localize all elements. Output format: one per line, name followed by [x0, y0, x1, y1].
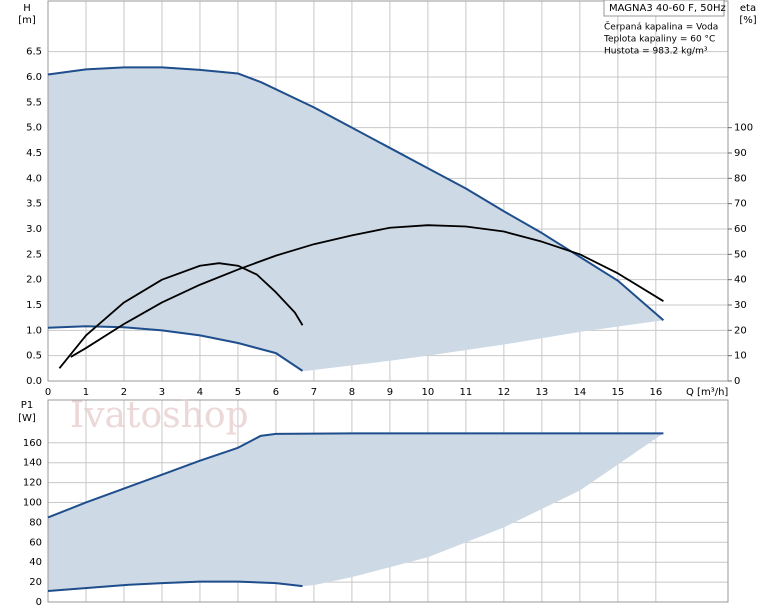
y2-unit: [%] — [739, 15, 756, 26]
curve — [47, 432, 664, 519]
y-tick-label: 100 — [23, 497, 42, 508]
y2-tick-label: 30 — [734, 300, 747, 311]
plot-frame — [47, 399, 729, 603]
x-tick-label: 0 — [45, 387, 51, 398]
y2-tick-label: 60 — [734, 224, 747, 235]
y2-tick-label: 50 — [734, 249, 747, 260]
y-tick-label: 4.5 — [26, 148, 42, 159]
x-tick-label: 11 — [460, 387, 473, 398]
y-tick-label: 140 — [23, 458, 42, 469]
y-unit: [W] — [18, 413, 36, 424]
y2-tick-label: 80 — [734, 173, 747, 184]
curve — [70, 224, 664, 358]
y2-tick-label: 0 — [734, 376, 740, 387]
y-tick-label: 6.0 — [26, 72, 42, 83]
y2-tick-label: 10 — [734, 351, 747, 362]
y-tick-label: 80 — [29, 517, 42, 528]
x-tick-label: 5 — [235, 387, 241, 398]
plot-frame — [47, 0, 729, 382]
y-tick-label: 60 — [29, 537, 42, 548]
curve — [47, 66, 665, 321]
y-tick-label: 2.5 — [26, 249, 42, 260]
y2-tick-label: 70 — [734, 199, 747, 210]
y2-label: eta — [740, 3, 756, 14]
y-tick-label: 5.5 — [26, 97, 42, 108]
x-tick-label: 16 — [649, 387, 662, 398]
x-tick-label: 13 — [535, 387, 548, 398]
y-tick-label: 5.0 — [26, 123, 42, 134]
x-tick-label: 6 — [273, 387, 279, 398]
x-tick-label: 4 — [197, 387, 203, 398]
y2-tick-label: 40 — [734, 275, 747, 286]
y-unit: [m] — [18, 15, 36, 26]
x-tick-label: 1 — [83, 387, 89, 398]
y-tick-label: 0.0 — [26, 376, 42, 387]
y-tick-label: 1.0 — [26, 325, 42, 336]
y2-tick-label: 100 — [734, 123, 753, 134]
x-tick-label: 3 — [159, 387, 165, 398]
info-box — [603, 0, 725, 17]
curve — [47, 580, 303, 593]
y-tick-label: 0.5 — [26, 351, 42, 362]
info-line: Teplota kapaliny = 60 °C — [603, 35, 715, 45]
y-tick-label: 120 — [23, 478, 42, 489]
info-line: Hustota = 983.2 kg/m³ — [604, 47, 708, 57]
x-tick-label: 12 — [497, 387, 510, 398]
y-tick-label: 40 — [29, 557, 42, 568]
x-tick-label: 7 — [311, 387, 317, 398]
info-title: MAGNA3 40-60 F, 50Hz — [609, 3, 726, 14]
curve — [58, 262, 304, 369]
x-tick-label: 15 — [611, 387, 624, 398]
y-tick-label: 1.5 — [26, 300, 42, 311]
info-line: Čerpaná kapalina = Voda — [604, 21, 718, 33]
y-tick-label: 2.0 — [26, 275, 42, 286]
x-tick-label: 14 — [573, 387, 586, 398]
y-label: P1 — [21, 400, 33, 411]
y-label: H — [23, 3, 31, 14]
y-tick-label: 0 — [36, 597, 42, 608]
y-tick-label: 3.0 — [26, 224, 42, 235]
curve — [47, 325, 304, 372]
y2-tick-label: 90 — [734, 148, 747, 159]
x-label: Q [m³/h] — [686, 387, 728, 398]
y-tick-label: 20 — [29, 577, 42, 588]
y-tick-label: 4.0 — [26, 173, 42, 184]
y-tick-label: 6.5 — [26, 47, 42, 58]
x-tick-label: 9 — [387, 387, 393, 398]
watermark: Ivatoshop — [70, 395, 249, 436]
operating-area — [48, 67, 664, 371]
y-tick-label: 160 — [23, 438, 42, 449]
operating-area — [48, 433, 664, 592]
x-tick-label: 8 — [349, 387, 355, 398]
x-tick-label: 10 — [422, 387, 435, 398]
x-tick-label: 2 — [121, 387, 127, 398]
plot-layer: 0.0 0.5 1.0 1.5 2.0 2.5 3.0 3.5 4.0 4.5 5.0 5.5 6.0 6… — [23, 0, 753, 608]
y-tick-label: 3.5 — [26, 199, 42, 210]
y2-tick-label: 20 — [734, 325, 747, 336]
